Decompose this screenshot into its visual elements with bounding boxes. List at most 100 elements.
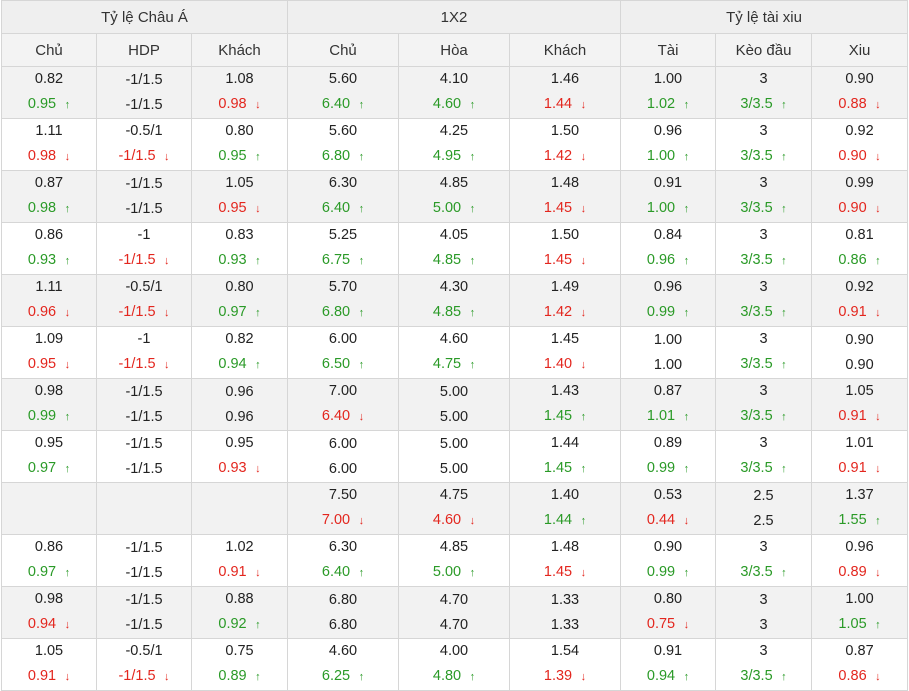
odds-cell-ou-line[interactable]: 3 3/3.5 ↑ bbox=[715, 222, 813, 275]
odds-cell-1x2-home[interactable]: 6.00 6.50 ↑ bbox=[287, 326, 400, 379]
odds-cell-hdp-line[interactable]: -1/1.5 -1/1.5 bbox=[96, 534, 192, 587]
odds-cell-1x2-away[interactable]: 1.46 1.44 ↓ bbox=[509, 66, 622, 119]
odds-cell-away-odds[interactable]: 0.88 0.92 ↑ bbox=[190, 586, 289, 639]
odds-cell-home-odds[interactable]: 0.95 0.97 ↑ bbox=[1, 430, 97, 483]
odds-cell-1x2-home[interactable]: 6.80 6.80 bbox=[287, 586, 400, 639]
odds-cell-1x2-away[interactable]: 1.44 1.45 ↑ bbox=[509, 430, 622, 483]
odds-cell-hdp-line[interactable]: -1/1.5 -1/1.5 bbox=[96, 586, 192, 639]
odds-cell-away-odds[interactable]: 0.75 0.89 ↑ bbox=[190, 638, 289, 691]
odds-cell-under-odds[interactable]: 0.81 0.86 ↑ bbox=[811, 222, 909, 275]
odds-cell-away-odds[interactable]: 1.08 0.98 ↓ bbox=[190, 66, 289, 119]
odds-cell-under-odds[interactable]: 1.00 1.05 ↑ bbox=[811, 586, 909, 639]
odds-cell-home-odds[interactable]: 1.11 0.98 ↓ bbox=[1, 118, 97, 171]
odds-cell-away-odds[interactable]: 0.96 0.96 bbox=[190, 378, 289, 431]
odds-cell-under-odds[interactable]: 0.87 0.86 ↓ bbox=[811, 638, 909, 691]
odds-cell-hdp-line[interactable]: -1 -1/1.5 ↓ bbox=[96, 326, 192, 379]
odds-cell-under-odds[interactable]: 0.92 0.91 ↓ bbox=[811, 274, 909, 327]
odds-cell-1x2-home[interactable]: 5.25 6.75 ↑ bbox=[287, 222, 400, 275]
odds-cell-1x2-draw[interactable]: 4.70 4.70 bbox=[398, 586, 511, 639]
odds-cell-home-odds[interactable]: 1.09 0.95 ↓ bbox=[1, 326, 97, 379]
odds-cell-ou-line[interactable]: 3 3/3.5 ↑ bbox=[715, 534, 813, 587]
odds-cell-1x2-draw[interactable]: 5.00 5.00 bbox=[398, 378, 511, 431]
odds-cell-under-odds[interactable]: 0.96 0.89 ↓ bbox=[811, 534, 909, 587]
odds-cell-over-odds[interactable]: 0.96 1.00 ↑ bbox=[620, 118, 717, 171]
odds-cell-1x2-home[interactable]: 6.30 6.40 ↑ bbox=[287, 170, 400, 223]
odds-cell-over-odds[interactable]: 0.91 1.00 ↑ bbox=[620, 170, 717, 223]
odds-cell-away-odds[interactable]: 0.82 0.94 ↑ bbox=[190, 326, 289, 379]
odds-cell-1x2-home[interactable]: 5.60 6.80 ↑ bbox=[287, 118, 400, 171]
odds-cell-home-odds[interactable] bbox=[1, 482, 97, 535]
odds-cell-away-odds[interactable]: 0.83 0.93 ↑ bbox=[190, 222, 289, 275]
odds-cell-1x2-away[interactable]: 1.54 1.39 ↓ bbox=[509, 638, 622, 691]
odds-cell-ou-line[interactable]: 3 3/3.5 ↑ bbox=[715, 638, 813, 691]
odds-cell-1x2-away[interactable]: 1.49 1.42 ↓ bbox=[509, 274, 622, 327]
odds-cell-ou-line[interactable]: 3 3/3.5 ↑ bbox=[715, 66, 813, 119]
odds-cell-1x2-home[interactable]: 6.00 6.00 bbox=[287, 430, 400, 483]
odds-cell-ou-line[interactable]: 3 3/3.5 ↑ bbox=[715, 430, 813, 483]
odds-cell-ou-line[interactable]: 3 3/3.5 ↑ bbox=[715, 170, 813, 223]
odds-cell-home-odds[interactable]: 0.86 0.93 ↑ bbox=[1, 222, 97, 275]
odds-cell-1x2-away[interactable]: 1.48 1.45 ↓ bbox=[509, 534, 622, 587]
odds-cell-1x2-draw[interactable]: 4.75 4.60 ↓ bbox=[398, 482, 511, 535]
odds-cell-over-odds[interactable]: 1.00 1.02 ↑ bbox=[620, 66, 717, 119]
odds-cell-over-odds[interactable]: 0.89 0.99 ↑ bbox=[620, 430, 717, 483]
odds-cell-away-odds[interactable]: 0.95 0.93 ↓ bbox=[190, 430, 289, 483]
odds-cell-ou-line[interactable]: 2.5 2.5 bbox=[715, 482, 813, 535]
odds-cell-away-odds[interactable] bbox=[190, 482, 289, 535]
odds-cell-1x2-away[interactable]: 1.43 1.45 ↑ bbox=[509, 378, 622, 431]
odds-cell-over-odds[interactable]: 0.84 0.96 ↑ bbox=[620, 222, 717, 275]
odds-cell-under-odds[interactable]: 0.92 0.90 ↓ bbox=[811, 118, 909, 171]
odds-cell-under-odds[interactable]: 1.01 0.91 ↓ bbox=[811, 430, 909, 483]
odds-cell-1x2-away[interactable]: 1.45 1.40 ↓ bbox=[509, 326, 622, 379]
odds-cell-1x2-away[interactable]: 1.40 1.44 ↑ bbox=[509, 482, 622, 535]
odds-cell-over-odds[interactable]: 1.00 1.00 bbox=[620, 326, 717, 379]
odds-cell-ou-line[interactable]: 3 3/3.5 ↑ bbox=[715, 326, 813, 379]
odds-cell-1x2-draw[interactable]: 4.05 4.85 ↑ bbox=[398, 222, 511, 275]
odds-cell-hdp-line[interactable]: -0.5/1 -1/1.5 ↓ bbox=[96, 274, 192, 327]
odds-cell-hdp-line[interactable]: -1 -1/1.5 ↓ bbox=[96, 222, 192, 275]
odds-cell-ou-line[interactable]: 3 3/3.5 ↑ bbox=[715, 118, 813, 171]
odds-cell-1x2-away[interactable]: 1.33 1.33 bbox=[509, 586, 622, 639]
odds-cell-hdp-line[interactable]: -0.5/1 -1/1.5 ↓ bbox=[96, 118, 192, 171]
odds-cell-1x2-home[interactable]: 7.50 7.00 ↓ bbox=[287, 482, 400, 535]
odds-cell-1x2-home[interactable]: 4.60 6.25 ↑ bbox=[287, 638, 400, 691]
odds-cell-hdp-line[interactable]: -1/1.5 -1/1.5 bbox=[96, 378, 192, 431]
odds-cell-over-odds[interactable]: 0.87 1.01 ↑ bbox=[620, 378, 717, 431]
odds-cell-1x2-away[interactable]: 1.48 1.45 ↓ bbox=[509, 170, 622, 223]
odds-cell-over-odds[interactable]: 0.80 0.75 ↓ bbox=[620, 586, 717, 639]
odds-cell-1x2-draw[interactable]: 4.30 4.85 ↑ bbox=[398, 274, 511, 327]
odds-cell-home-odds[interactable]: 0.86 0.97 ↑ bbox=[1, 534, 97, 587]
odds-cell-home-odds[interactable]: 0.98 0.94 ↓ bbox=[1, 586, 97, 639]
odds-cell-home-odds[interactable]: 0.87 0.98 ↑ bbox=[1, 170, 97, 223]
odds-cell-1x2-draw[interactable]: 5.00 5.00 bbox=[398, 430, 511, 483]
odds-cell-hdp-line[interactable]: -1/1.5 -1/1.5 bbox=[96, 66, 192, 119]
odds-cell-hdp-line[interactable]: -1/1.5 -1/1.5 bbox=[96, 430, 192, 483]
odds-cell-hdp-line[interactable] bbox=[96, 482, 192, 535]
odds-cell-hdp-line[interactable]: -1/1.5 -1/1.5 bbox=[96, 170, 192, 223]
odds-cell-1x2-draw[interactable]: 4.60 4.75 ↑ bbox=[398, 326, 511, 379]
odds-cell-home-odds[interactable]: 0.82 0.95 ↑ bbox=[1, 66, 97, 119]
odds-cell-under-odds[interactable]: 0.90 0.88 ↓ bbox=[811, 66, 909, 119]
odds-cell-ou-line[interactable]: 3 3/3.5 ↑ bbox=[715, 274, 813, 327]
odds-cell-under-odds[interactable]: 1.37 1.55 ↑ bbox=[811, 482, 909, 535]
odds-cell-1x2-home[interactable]: 5.60 6.40 ↑ bbox=[287, 66, 400, 119]
odds-cell-over-odds[interactable]: 0.53 0.44 ↓ bbox=[620, 482, 717, 535]
odds-cell-1x2-draw[interactable]: 4.85 5.00 ↑ bbox=[398, 170, 511, 223]
odds-cell-away-odds[interactable]: 0.80 0.95 ↑ bbox=[190, 118, 289, 171]
odds-cell-home-odds[interactable]: 0.98 0.99 ↑ bbox=[1, 378, 97, 431]
odds-cell-1x2-draw[interactable]: 4.10 4.60 ↑ bbox=[398, 66, 511, 119]
odds-cell-over-odds[interactable]: 0.91 0.94 ↑ bbox=[620, 638, 717, 691]
odds-cell-1x2-home[interactable]: 6.30 6.40 ↑ bbox=[287, 534, 400, 587]
odds-cell-1x2-home[interactable]: 7.00 6.40 ↓ bbox=[287, 378, 400, 431]
odds-cell-under-odds[interactable]: 1.05 0.91 ↓ bbox=[811, 378, 909, 431]
odds-cell-1x2-away[interactable]: 1.50 1.42 ↓ bbox=[509, 118, 622, 171]
odds-cell-over-odds[interactable]: 0.96 0.99 ↑ bbox=[620, 274, 717, 327]
odds-cell-under-odds[interactable]: 0.90 0.90 bbox=[811, 326, 909, 379]
odds-cell-under-odds[interactable]: 0.99 0.90 ↓ bbox=[811, 170, 909, 223]
odds-cell-1x2-away[interactable]: 1.50 1.45 ↓ bbox=[509, 222, 622, 275]
odds-cell-ou-line[interactable]: 3 3/3.5 ↑ bbox=[715, 378, 813, 431]
odds-cell-hdp-line[interactable]: -0.5/1 -1/1.5 ↓ bbox=[96, 638, 192, 691]
odds-cell-1x2-draw[interactable]: 4.00 4.80 ↑ bbox=[398, 638, 511, 691]
odds-cell-over-odds[interactable]: 0.90 0.99 ↑ bbox=[620, 534, 717, 587]
